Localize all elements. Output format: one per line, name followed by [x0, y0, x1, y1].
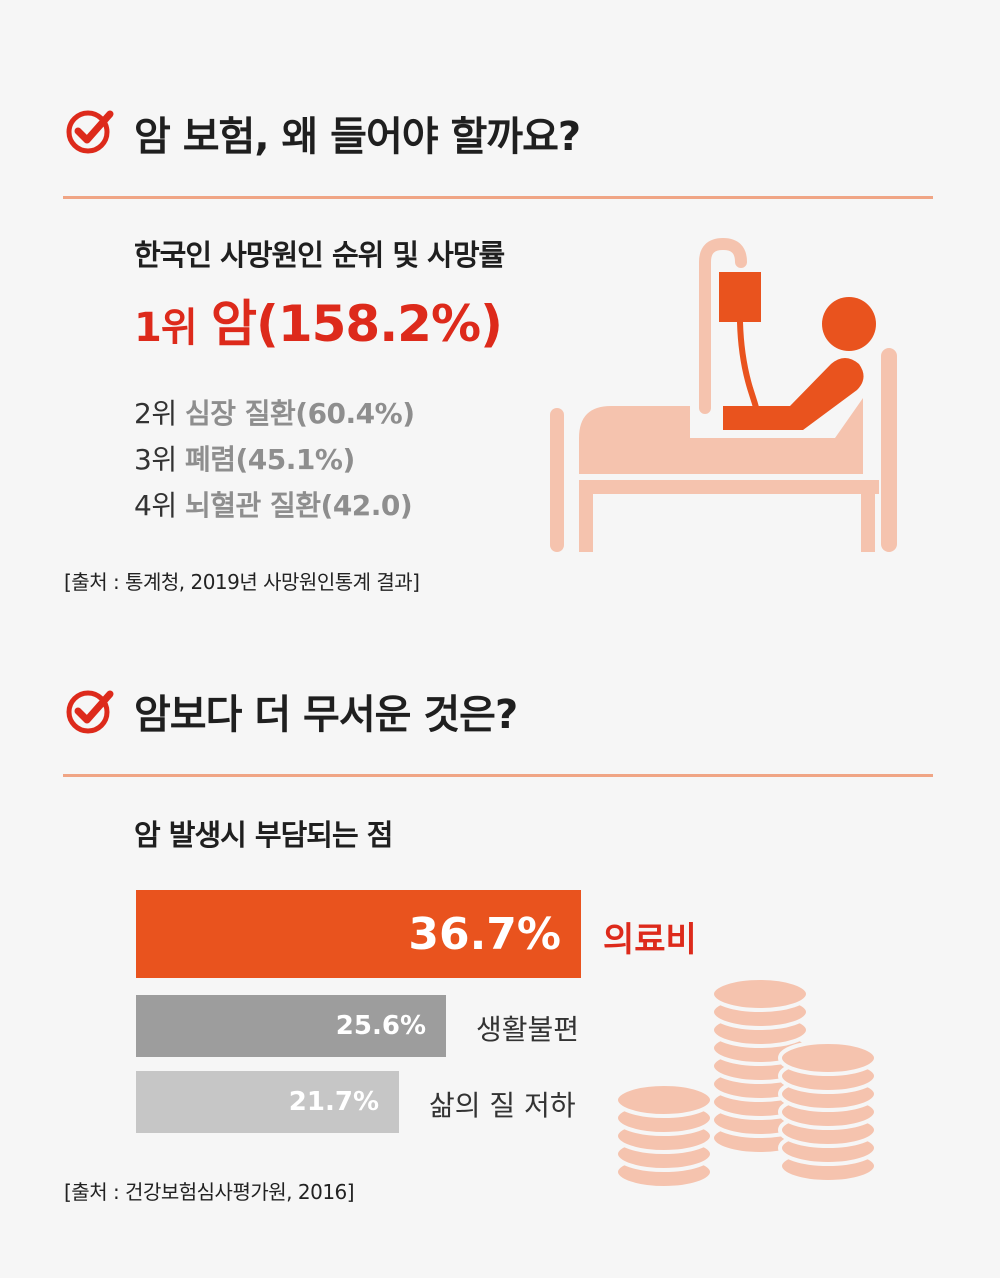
- bar-value-label: 25.6%: [335, 1011, 426, 1041]
- rank-number: 3위: [134, 443, 177, 476]
- source-note: [출처 : 통계청, 2019년 사망원인통계 결과]: [64, 570, 420, 594]
- section-title: 암 보험, 왜 들어야 할까요?: [134, 114, 581, 160]
- section-burden: 암보다 더 무서운 것은? 암 발생시 부담되는 점 36.7% 의료비 25.6%…: [0, 620, 1000, 1278]
- bar-category-label: 삶의 질 저하: [429, 1089, 576, 1122]
- rank-number: 2위: [134, 397, 177, 430]
- section-why-insurance: 암 보험, 왜 들어야 할까요? 한국인 사망원인 순위 및 사망률 1위 암(…: [0, 0, 1000, 620]
- bar-chart: 36.7% 의료비 25.6% 생활불편 21.7% 삶의 질 저하: [136, 890, 736, 1140]
- chart-subtitle: 한국인 사망원인 순위 및 사망률: [134, 238, 505, 272]
- rank-number: 4위: [134, 489, 177, 522]
- hospital-bed-patient-icon: [550, 238, 897, 552]
- bar-3: 21.7%: [136, 1071, 399, 1133]
- rank-row: 3위 폐렴(45.1%): [134, 438, 355, 478]
- rank-name: 폐렴(45.1%): [184, 443, 355, 476]
- rank-name: 심장 질환(60.4%): [184, 397, 415, 430]
- rank-name: 암(158.2%): [210, 295, 503, 353]
- coin-stacks-icon: [614, 976, 878, 1190]
- bar-value-label: 21.7%: [288, 1087, 379, 1117]
- bar-2: 25.6%: [136, 995, 446, 1057]
- rank-row: 4위 뇌혈관 질환(42.0): [134, 484, 413, 524]
- divider: [63, 196, 933, 199]
- rank-name: 뇌혈관 질환(42.0): [184, 489, 413, 522]
- rank-row: 2위 심장 질환(60.4%): [134, 392, 415, 432]
- rank-first: 1위 암(158.2%): [134, 284, 503, 356]
- chart-subtitle: 암 발생시 부담되는 점: [134, 818, 393, 852]
- bar-category-label: 의료비: [603, 920, 697, 960]
- divider: [63, 774, 933, 777]
- check-circle-icon: [66, 690, 114, 734]
- bar-1: 36.7%: [136, 890, 581, 978]
- source-note: [출처 : 건강보험심사평가원, 2016]: [64, 1180, 355, 1204]
- section-title: 암보다 더 무서운 것은?: [134, 692, 518, 738]
- rank-number: 1위: [134, 305, 198, 351]
- check-circle-icon: [66, 110, 114, 154]
- bar-category-label: 생활불편: [476, 1013, 580, 1046]
- bar-value-label: 36.7%: [408, 908, 561, 960]
